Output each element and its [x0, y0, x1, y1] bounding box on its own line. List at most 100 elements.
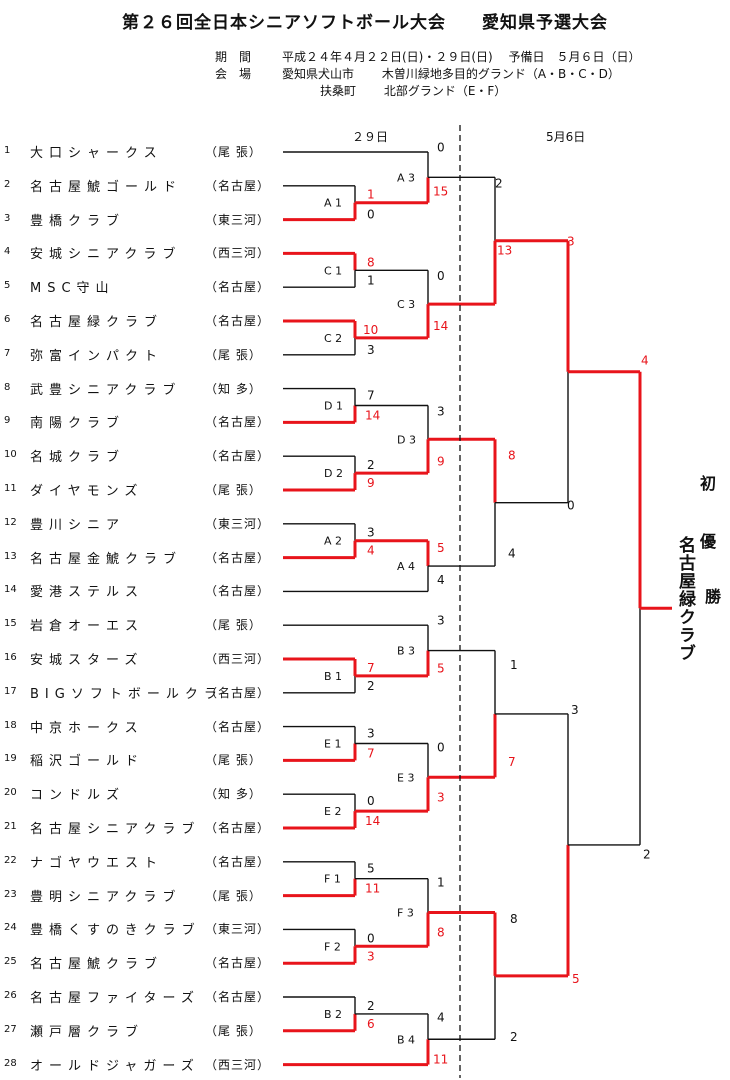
match-label: C 1: [324, 264, 342, 277]
team-number: 6: [4, 314, 11, 325]
score: 5: [437, 541, 445, 555]
team-region: （名古屋）: [205, 449, 271, 464]
team-region: （名古屋）: [205, 685, 271, 700]
match-label: A 1: [324, 197, 342, 210]
team-row: 12 豊川シニア （東三河）: [0, 514, 290, 534]
score: 2: [367, 458, 375, 472]
champion-label-first: 初: [700, 474, 717, 493]
team-number: 7: [4, 347, 11, 359]
team-number: 8: [4, 381, 11, 393]
match-label: E 1: [324, 738, 341, 751]
team-row: 7 弥富インパクト （尾 張）: [0, 345, 290, 365]
team-region: （西三河）: [205, 1057, 271, 1072]
score: 5: [572, 972, 580, 986]
match-label: D 3: [397, 433, 416, 446]
team-number: 25: [4, 956, 17, 968]
team-name: 岩倉オーエス: [30, 619, 145, 635]
team-number: 18: [4, 719, 17, 731]
team-row: 13 名古屋金鯱クラブ （名古屋）: [0, 548, 290, 568]
score: 3: [571, 703, 579, 717]
team-number: 16: [4, 652, 17, 663]
score: 0: [367, 794, 375, 808]
team-region: （東三河）: [205, 922, 271, 937]
score: 0: [567, 499, 575, 513]
score: 5: [367, 862, 375, 876]
match-label: B 2: [324, 1008, 342, 1021]
team-name: 名古屋金鯱クラブ: [30, 551, 183, 567]
team-region: （名古屋）: [205, 280, 271, 295]
team-name: 名古屋鯱ゴールド: [30, 179, 183, 195]
score: 3: [367, 343, 375, 357]
bracket-lines: [283, 125, 672, 1078]
team-row: 25 名古屋鯱クラブ （名古屋）: [0, 953, 290, 973]
match-label: A 3: [397, 171, 415, 184]
match-label: D 2: [324, 467, 343, 480]
team-row: 5 MSC守山 （名古屋）: [0, 277, 290, 297]
day-label-5-6: 5月6日: [546, 130, 586, 144]
champion-label-middle: 優: [700, 532, 717, 551]
score: 14: [365, 814, 380, 828]
score: 11: [433, 1052, 448, 1066]
team-region: （名古屋）: [205, 415, 271, 430]
champion-label-last: 勝: [705, 587, 722, 606]
team-name: 瀬戸層クラブ: [30, 1024, 145, 1040]
team-region: （尾 張）: [205, 1023, 262, 1038]
team-name: 愛港ステルス: [30, 585, 145, 601]
team-name: 中京ホークス: [30, 720, 144, 736]
team-region: （東三河）: [205, 212, 271, 227]
team-name: 名古屋ファイターズ: [30, 991, 200, 1006]
team-number: 4: [4, 246, 11, 258]
team-name: 大口シャークス: [30, 146, 163, 161]
match-label: C 3: [397, 298, 415, 311]
team-row: 2 名古屋鯱ゴールド （名古屋）: [0, 176, 290, 196]
match-label: B 1: [324, 670, 342, 683]
match-label: A 2: [324, 535, 342, 548]
team-number: 10: [4, 449, 17, 461]
match-label: D 1: [324, 400, 343, 413]
team-name: 安城スターズ: [30, 653, 144, 668]
score: 3: [367, 727, 375, 741]
team-region: （名古屋）: [205, 719, 271, 734]
match-labels: A 1 C 1 C 2 D 1 D 2 A 2 B 1 E 1 E 2 F 1 F 2 B 2 A 3 C…: [324, 171, 416, 1046]
team-name: BIGソフトボールクラ: [30, 686, 223, 702]
team-region: （知 多）: [205, 787, 262, 802]
score: 7: [367, 389, 375, 403]
score: 14: [365, 409, 380, 423]
team-name: 豊明シニアクラブ: [30, 889, 182, 905]
team-number: 23: [4, 888, 17, 900]
score: 8: [437, 926, 445, 940]
team-number: 3: [4, 212, 11, 224]
score: 8: [367, 255, 375, 269]
team-number: 12: [4, 516, 17, 528]
team-number: 11: [4, 483, 17, 494]
score: 3: [437, 614, 445, 628]
team-region: （尾 張）: [205, 888, 262, 903]
score: 13: [497, 244, 512, 258]
score: 8: [508, 449, 516, 463]
score: 3: [437, 404, 445, 418]
team-row: 14 愛港ステルス （名古屋）: [0, 581, 290, 601]
score: 7: [508, 755, 516, 769]
team-region: （尾 張）: [205, 145, 262, 159]
team-row: 18 中京ホークス （名古屋）: [0, 717, 290, 737]
team-name: 弥富インパクト: [30, 348, 164, 364]
match-label: E 2: [324, 805, 341, 818]
team-number: 9: [4, 415, 11, 427]
score: 11: [365, 882, 380, 896]
score: 7: [367, 661, 375, 675]
team-region: （名古屋）: [205, 584, 271, 599]
team-name: 名古屋鯱クラブ: [30, 957, 164, 973]
match-label: F 1: [324, 873, 341, 886]
team-row: 15 岩倉オーエス （尾 張）: [0, 615, 290, 635]
team-number: 17: [4, 685, 17, 697]
team-name: ナゴヤウエスト: [30, 855, 164, 871]
page-title: 第２６回全日本シニアソフトボール大会 愛知県予選大会: [122, 13, 608, 33]
team-region: （尾 張）: [205, 753, 262, 768]
score: 15: [433, 184, 448, 198]
team-row: 9 南陽クラブ （名古屋）: [0, 412, 290, 432]
team-number: 19: [4, 753, 17, 765]
team-number: 21: [4, 821, 17, 832]
team-name: 豊橋くすのきクラブ: [30, 923, 201, 939]
score: 0: [437, 269, 445, 283]
